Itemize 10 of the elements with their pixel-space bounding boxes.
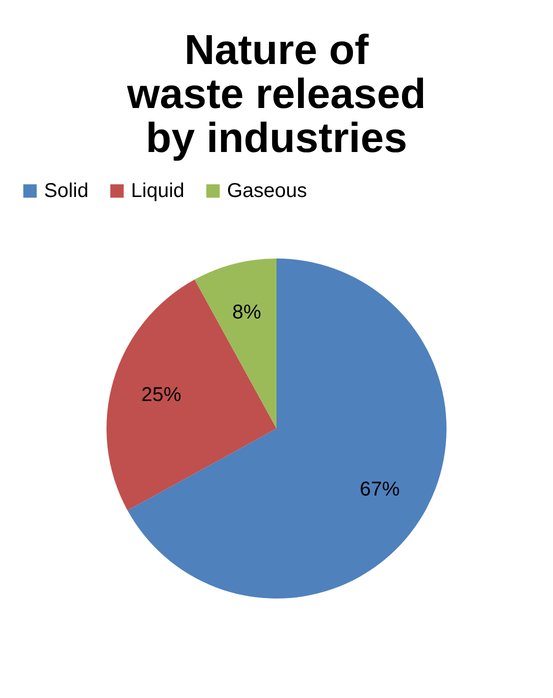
chart-title: Nature of waste released by industries [126,26,426,161]
legend-label: Solid [44,180,88,202]
data-label: 67% [360,478,400,501]
pie-slice [128,258,446,598]
pie-slice [194,258,276,428]
legend-label: Liquid [131,180,184,202]
data-label: 25% [141,384,182,406]
legend-label: Gaseous [227,180,308,202]
data-label: 8% [232,301,262,324]
pie-slice [106,280,276,510]
